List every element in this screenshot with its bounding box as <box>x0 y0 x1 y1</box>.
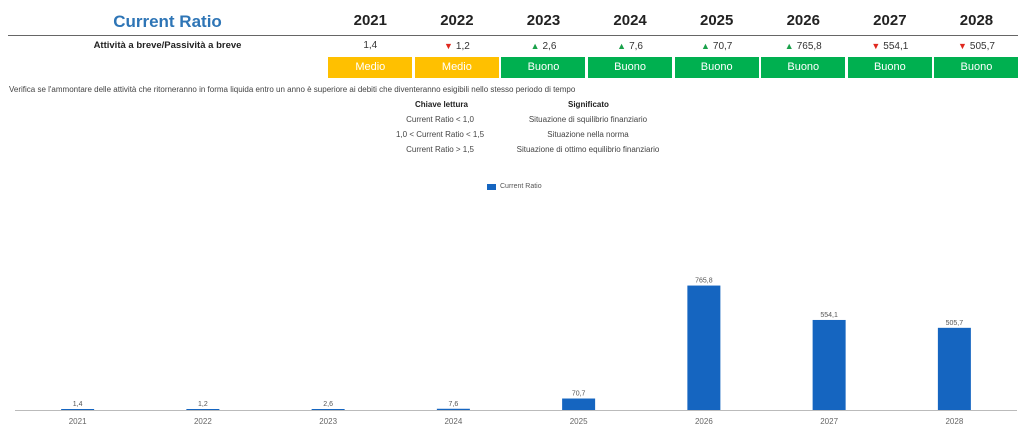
meaning-cell: Situazione di squilibrio finanziario <box>528 115 648 124</box>
metric-value: ▼ 554,1 <box>847 38 934 55</box>
data-label: 554,1 <box>820 312 838 319</box>
meaning-cell: Situazione nella norma <box>547 130 629 139</box>
trend-down-icon: ▼ <box>957 41 967 51</box>
trend-down-icon: ▼ <box>443 41 453 51</box>
chart-legend: Current Ratio <box>487 183 542 190</box>
metric-value: ▲ 2,6 <box>500 38 587 55</box>
metric-value: ▼ 505,7 <box>933 38 1020 55</box>
key-cell: Current Ratio < 1,0 <box>406 115 474 124</box>
key-header: Chiave lettura <box>415 100 468 109</box>
metric-value: ▲ 7,6 <box>587 38 674 55</box>
data-label: 765,8 <box>695 278 713 285</box>
rating-badge: Buono <box>501 57 586 78</box>
rating-badge: Medio <box>328 57 413 78</box>
page-title: Current Ratio <box>113 12 222 31</box>
metric-value: ▼ 1,2 <box>414 38 501 55</box>
year-header: 2021 <box>353 12 387 29</box>
x-tick-label: 2027 <box>820 417 838 426</box>
metric-value-text: 765,8 <box>796 41 822 52</box>
description-note: Verifica se l'ammontare delle attività c… <box>9 85 576 94</box>
bar <box>812 319 846 410</box>
rating-badge: Buono <box>674 57 759 78</box>
rating-badge: Buono <box>761 57 846 78</box>
rating-badge: Buono <box>588 57 673 78</box>
legend-swatch <box>487 183 496 190</box>
header-divider <box>8 35 1018 36</box>
bar <box>687 285 721 410</box>
metric-value-text: 70,7 <box>712 41 733 52</box>
year-header: 2028 <box>959 12 994 29</box>
meaning-header: Significato <box>568 100 609 109</box>
metric-value: ▲ 70,7 <box>673 38 760 55</box>
trend-up-icon: ▲ <box>617 41 627 51</box>
bar <box>562 398 596 410</box>
year-header: 2025 <box>699 12 734 29</box>
metric-value: ▲ 765,8 <box>760 38 847 55</box>
key-cell: 1,0 < Current Ratio < 1,5 <box>395 130 485 139</box>
data-label: 505,7 <box>946 320 964 327</box>
year-header: 2024 <box>613 12 647 29</box>
x-tick-label: 2024 <box>444 417 462 426</box>
bar <box>311 409 345 410</box>
trend-up-icon: ▲ <box>530 41 540 51</box>
year-header-row: 2021 2022 2023 2024 2025 2026 2027 2028 <box>327 12 1020 29</box>
x-tick-label: 2021 <box>69 417 87 426</box>
year-header: 2026 <box>786 12 820 29</box>
year-header: 2023 <box>526 12 561 29</box>
bar <box>436 408 470 410</box>
rating-badge: Buono <box>847 57 932 78</box>
metric-values-row: 1,4 ▼ 1,2 ▲ 2,6 ▲ 7,6 ▲ 70,7 ▲ 765,8 ▼ 554,1 ▼ 505,7 <box>327 38 1020 55</box>
data-label: 1,4 <box>73 401 83 408</box>
trend-up-icon: ▲ <box>784 41 794 51</box>
data-label: 7,6 <box>449 401 459 408</box>
key-cell: Current Ratio > 1,5 <box>406 145 474 154</box>
metric-value-text: 2,6 <box>542 41 557 52</box>
rating-badge: Buono <box>934 57 1019 78</box>
x-tick-label: 2026 <box>695 417 713 426</box>
metric-value: 1,4 <box>327 38 414 55</box>
trend-up-icon: ▲ <box>700 41 710 51</box>
metric-value-text: 1,4 <box>363 40 378 51</box>
metric-value-text: 554,1 <box>883 41 909 52</box>
bar <box>937 327 971 410</box>
year-header: 2022 <box>440 12 474 29</box>
data-label: 70,7 <box>572 391 586 398</box>
metric-value-text: 7,6 <box>629 41 643 52</box>
metric-label: Attività a breve/Passività a breve <box>93 40 242 51</box>
data-label: 2,6 <box>323 401 333 408</box>
year-header: 2027 <box>873 12 907 29</box>
x-tick-label: 2028 <box>945 417 963 426</box>
x-tick-label: 2022 <box>194 417 212 426</box>
x-tick-label: 2023 <box>319 417 337 426</box>
meaning-cell: Situazione di ottimo equilibrio finanzia… <box>516 145 660 154</box>
bar <box>61 409 95 410</box>
bar <box>186 409 220 410</box>
trend-down-icon: ▼ <box>871 41 881 51</box>
legend-label: Current Ratio <box>500 183 542 190</box>
data-label: 1,2 <box>198 401 208 408</box>
x-tick-label: 2025 <box>570 417 588 426</box>
rating-badges-row: Medio Medio Buono Buono Buono Buono Buono Buono <box>327 57 1020 78</box>
metric-value-text: 505,7 <box>969 41 995 52</box>
metric-value-text: 1,2 <box>455 41 470 52</box>
rating-badge: Medio <box>414 57 499 78</box>
